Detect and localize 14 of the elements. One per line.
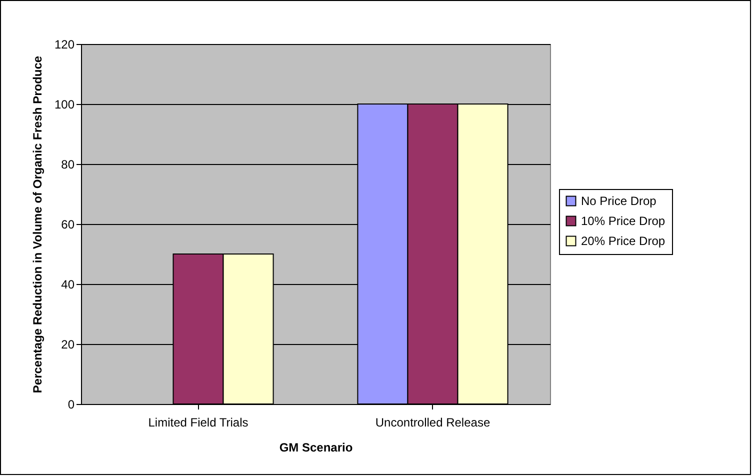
y-axis-title: Percentage Reduction in Volume of Organic Fresh Produce bbox=[30, 56, 44, 394]
y-tick-label: 80 bbox=[61, 158, 75, 172]
y-tick-label: 120 bbox=[54, 38, 75, 52]
x-tick-label: Limited Field Trials bbox=[148, 416, 248, 430]
y-tick-label: 40 bbox=[61, 278, 75, 292]
y-tick-label: 60 bbox=[61, 218, 75, 232]
y-tick-label: 100 bbox=[54, 98, 75, 112]
y-tick-label: 0 bbox=[68, 398, 75, 412]
legend-label: 10% Price Drop bbox=[581, 214, 666, 228]
x-axis-title: GM Scenario bbox=[279, 440, 353, 454]
legend-label: No Price Drop bbox=[581, 194, 657, 208]
x-tick-label: Uncontrolled Release bbox=[375, 416, 490, 430]
legend-label: 20% Price Drop bbox=[581, 234, 666, 248]
y-tick-label: 20 bbox=[61, 338, 75, 352]
